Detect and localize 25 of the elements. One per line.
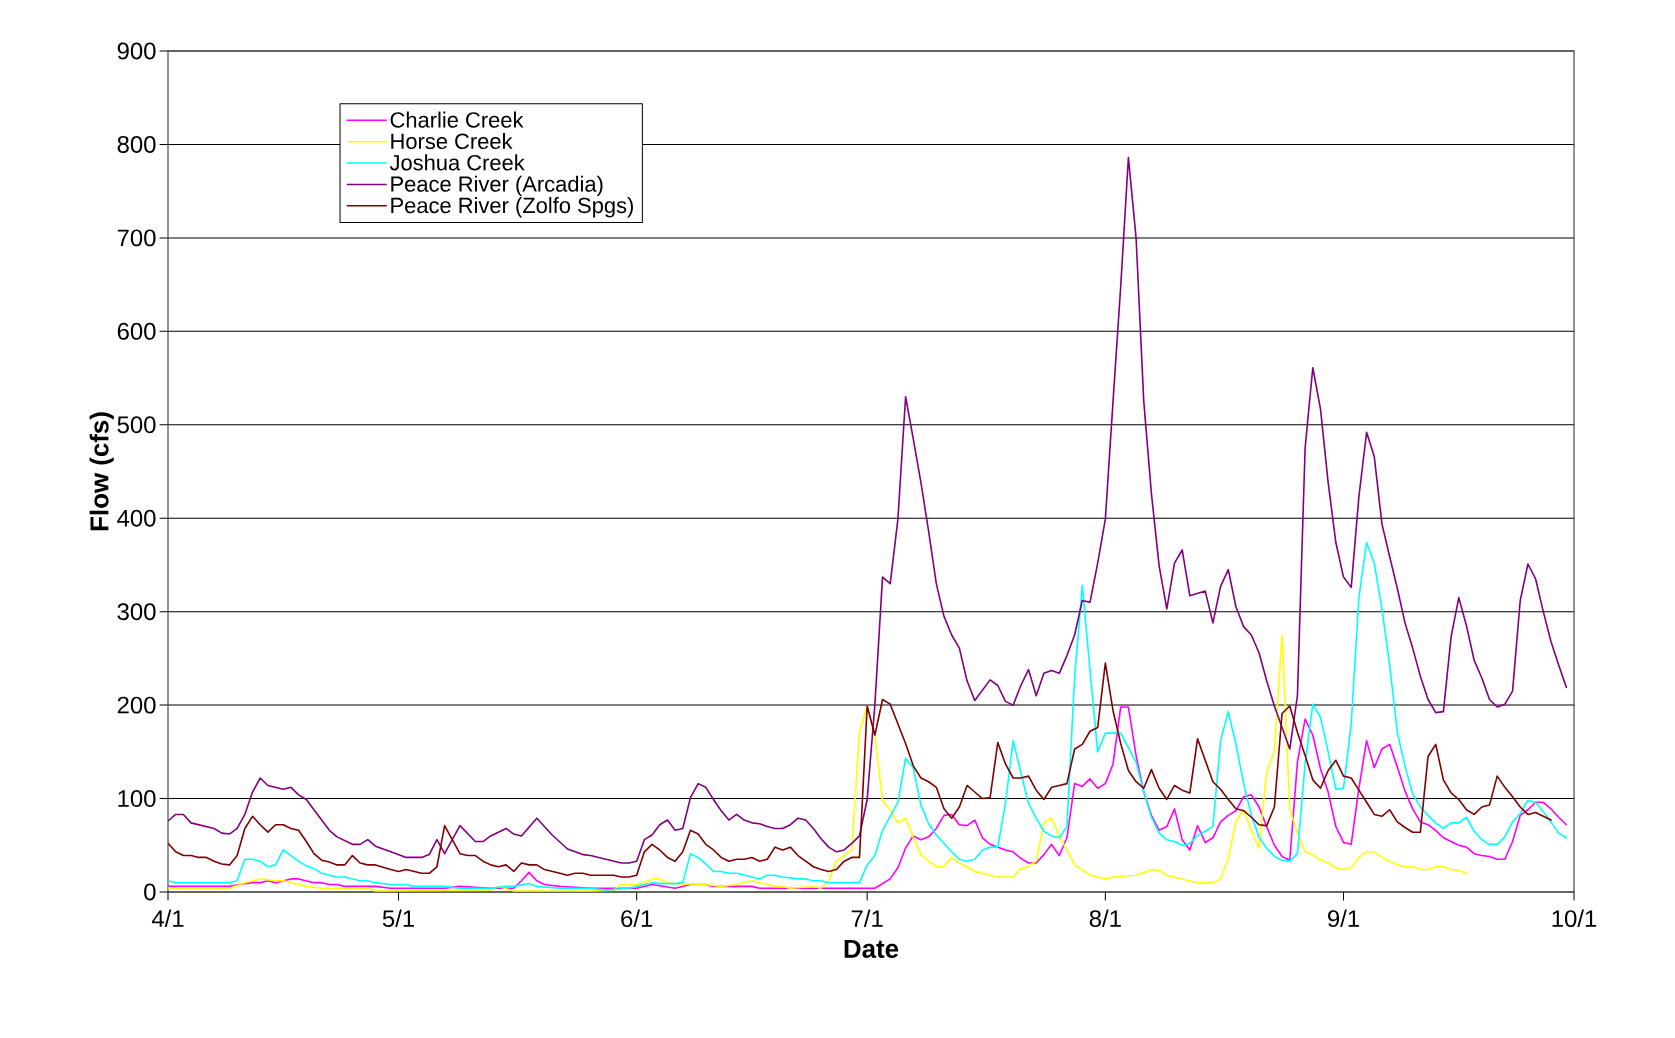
y-tick-label: 0 (144, 883, 156, 901)
y-tick-label: 700 (117, 229, 156, 247)
y-axis-title: Flow (cfs) (89, 412, 114, 531)
legend-label: Horse Creek (391, 132, 513, 150)
x-axis-title: Date (844, 939, 899, 958)
legend-label: Peace River (Zolfo Spgs) (391, 197, 633, 218)
y-tick-label: 600 (117, 322, 156, 340)
legend-label: Charlie Creek (390, 111, 524, 128)
legend-label: Peace River (Arcadia) (391, 175, 603, 197)
x-tick-label: 4/1 (151, 909, 184, 928)
y-tick-label: 800 (117, 135, 156, 153)
line-series (168, 706, 1568, 890)
legend-label: Joshua Creek (389, 154, 525, 171)
x-tick-label: 10/1 (1552, 909, 1597, 928)
y-tick-label: 200 (117, 696, 156, 714)
y-tick-label: 400 (117, 509, 156, 527)
x-tick-label: 5/1 (382, 909, 414, 928)
y-tick-label: 300 (117, 603, 156, 621)
x-tick-label: 8/1 (1089, 909, 1121, 928)
x-tick-label: 7/1 (851, 909, 883, 928)
y-tick-label: 500 (117, 416, 156, 434)
y-tick-label: 100 (118, 790, 156, 808)
x-tick-label: 6/1 (621, 909, 653, 928)
y-tick-label: 900 (117, 42, 156, 60)
x-tick-label: 9/1 (1328, 909, 1359, 928)
